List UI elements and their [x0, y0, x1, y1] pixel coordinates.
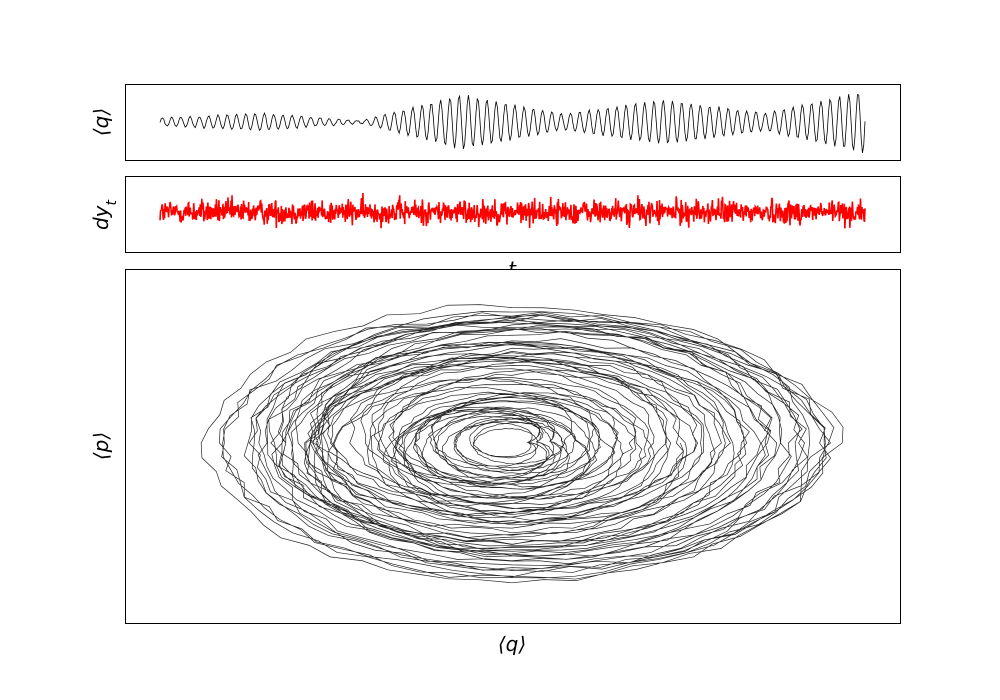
q-expectation-series — [159, 93, 866, 154]
bottom-xlabel: ⟨q⟩ — [498, 632, 526, 656]
dy-noise-series — [159, 193, 866, 229]
bottom-panel: ⟨q⟩ ⟨p⟩ — [89, 269, 901, 656]
middle-ylabel: dyt — [89, 199, 120, 230]
bottom-ylabel: ⟨p⟩ — [89, 432, 113, 460]
top-axes-frame — [125, 84, 901, 161]
top-ylabel: ⟨q⟩ — [89, 108, 113, 136]
phase-trajectory-series — [200, 304, 844, 584]
top-panel: ⟨q⟩ — [89, 84, 901, 161]
middle-panel: dyt t — [89, 176, 901, 281]
